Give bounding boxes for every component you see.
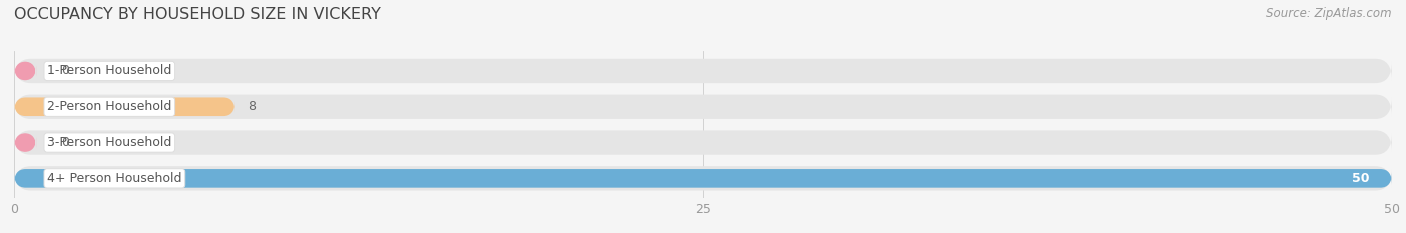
FancyBboxPatch shape — [14, 133, 37, 152]
Text: 50: 50 — [1353, 172, 1369, 185]
Text: Source: ZipAtlas.com: Source: ZipAtlas.com — [1267, 7, 1392, 20]
Text: OCCUPANCY BY HOUSEHOLD SIZE IN VICKERY: OCCUPANCY BY HOUSEHOLD SIZE IN VICKERY — [14, 7, 381, 22]
FancyBboxPatch shape — [14, 95, 1392, 119]
FancyBboxPatch shape — [14, 59, 1392, 83]
Text: 0: 0 — [60, 65, 69, 77]
Text: 1-Person Household: 1-Person Household — [48, 65, 172, 77]
FancyBboxPatch shape — [14, 62, 37, 80]
FancyBboxPatch shape — [14, 97, 235, 116]
FancyBboxPatch shape — [14, 130, 1392, 155]
Text: 3-Person Household: 3-Person Household — [48, 136, 172, 149]
Text: 2-Person Household: 2-Person Household — [48, 100, 172, 113]
Text: 0: 0 — [60, 136, 69, 149]
Text: 4+ Person Household: 4+ Person Household — [48, 172, 181, 185]
FancyBboxPatch shape — [14, 169, 1392, 188]
FancyBboxPatch shape — [14, 166, 1392, 191]
Text: 8: 8 — [249, 100, 256, 113]
